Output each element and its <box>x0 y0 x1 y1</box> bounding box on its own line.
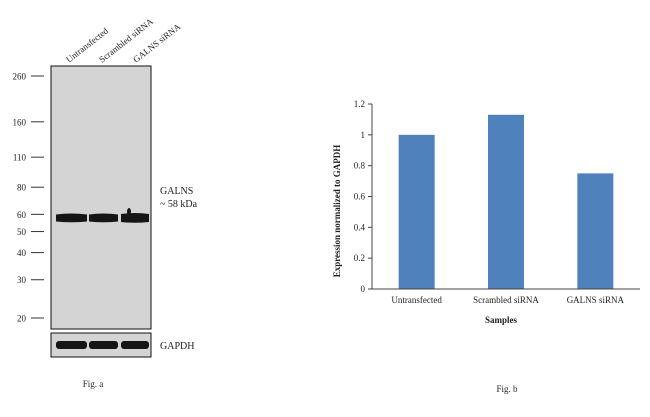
gapdh-label: GAPDH <box>160 341 194 352</box>
galns-band <box>56 213 87 223</box>
x-axis-label: Samples <box>485 315 518 325</box>
y-tick-label: 0 <box>361 284 366 294</box>
lane-label: Scrambled siRNA <box>97 16 155 65</box>
marker-label: 30 <box>17 275 27 285</box>
bar <box>398 134 435 289</box>
galns-bands <box>56 208 149 223</box>
galns-band <box>121 213 149 223</box>
gapdh-bands <box>56 341 149 349</box>
y-tick-label: 0.4 <box>354 222 366 232</box>
y-axis-ticks: 0 0.2 0.4 0.6 0.8 1 1.2 <box>354 99 372 294</box>
fig-b-caption: Fig. b <box>496 384 518 394</box>
bar <box>577 173 614 289</box>
band-smudge <box>127 208 131 216</box>
y-tick-label: 0.8 <box>354 161 366 171</box>
y-tick-label: 0.6 <box>354 192 366 202</box>
galns-band-label: GALNS <box>160 186 193 197</box>
y-axis-label: Expression normalized to GAPDH <box>332 145 342 278</box>
bar <box>488 114 524 290</box>
marker-label: 110 <box>13 153 27 163</box>
bars <box>398 114 614 290</box>
marker-label: 50 <box>17 227 27 237</box>
marker-label: 260 <box>13 72 27 82</box>
bar-chart: Expression normalized to GAPDH 0 0.2 0.4 0.… <box>332 99 640 394</box>
galns-band <box>89 213 118 223</box>
y-tick-label: 1 <box>361 130 366 140</box>
x-tick-label: Untransfected <box>391 295 442 305</box>
x-axis-ticks: Untransfected Scrambled siRNA GALNS siRNA <box>391 295 624 305</box>
galns-size-label: ~ 58 kDa <box>160 199 198 210</box>
marker-label: 40 <box>17 248 27 258</box>
x-tick-label: GALNS siRNA <box>567 295 625 305</box>
gapdh-band <box>89 341 118 349</box>
blot-membrane <box>50 65 152 330</box>
x-tick-label: Scrambled siRNA <box>473 295 539 305</box>
y-tick-label: 0.2 <box>354 253 365 263</box>
gapdh-band <box>121 341 149 349</box>
marker-label: 20 <box>17 314 27 324</box>
gapdh-band <box>56 341 87 349</box>
marker-label: 80 <box>17 183 27 193</box>
y-tick-label: 1.2 <box>354 99 365 109</box>
fig-a-caption: Fig. a <box>83 379 104 389</box>
marker-label: 60 <box>17 210 27 220</box>
marker-label: 160 <box>13 117 27 127</box>
molecular-weight-markers: 260 160 110 80 60 50 40 30 20 <box>13 72 44 324</box>
